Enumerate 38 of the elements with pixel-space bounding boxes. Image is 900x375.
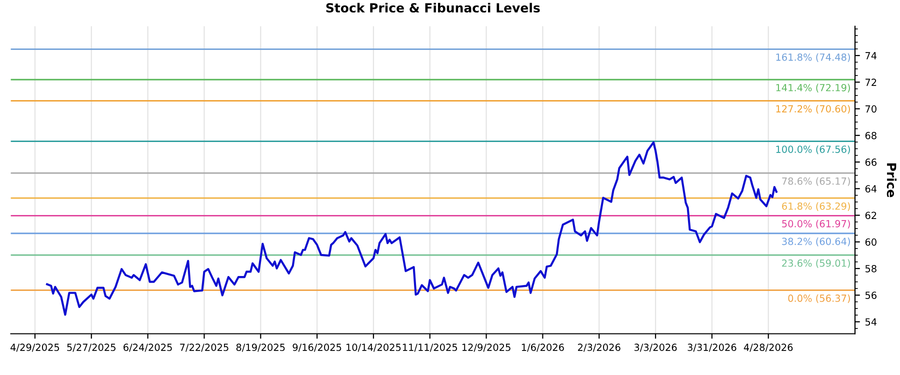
x-tick-label: 7/22/2025 — [180, 344, 228, 352]
ref-line-label: 38.2% (60.64) — [782, 238, 850, 246]
y-tick-label: 64 — [865, 185, 877, 192]
ref-line-label: 0.0% (56.37) — [788, 294, 850, 304]
x-tick-label: 10/14/2025 — [346, 344, 401, 352]
y-tick-label: 74 — [866, 52, 877, 60]
y-tick-label: 58 — [865, 265, 876, 272]
x-tick-label: 1/6/2026 — [522, 344, 564, 352]
y-axis-title: Price — [886, 163, 897, 198]
x-tick-label: 4/29/2025 — [10, 344, 60, 352]
x-tick-label: 12/9/2025 — [462, 344, 510, 352]
ref-line-label: 161.8% (74.48) — [776, 53, 850, 62]
line-series — [46, 141, 778, 316]
y-tick-label: 68 — [865, 132, 876, 140]
x-tick-label: 2/3/2026 — [578, 344, 620, 352]
x-tick-label: 9/16/2025 — [292, 344, 342, 352]
ref-line-label: 23.6% (59.01) — [782, 259, 850, 268]
ref-line-label: 50.0% (61.97) — [782, 220, 850, 229]
ref-line-label: 61.8% (63.29) — [782, 202, 850, 211]
y-tick-label: 72 — [866, 78, 876, 86]
x-tick-label: 4/28/2026 — [744, 344, 793, 352]
ref-line-label: 100.0% (67.56) — [776, 145, 850, 154]
x-tick-label: 11/11/2025 — [402, 344, 458, 352]
x-tick-label: 5/27/2025 — [67, 344, 116, 352]
y-tick-label: 60 — [865, 238, 876, 246]
x-tick-label: 3/31/2026 — [688, 344, 736, 352]
ref-line-label: 78.6% (65.17) — [782, 177, 850, 186]
y-tick-label: 66 — [865, 158, 876, 166]
y-tick-label: 62 — [865, 212, 876, 220]
y-tick-label: 54 — [865, 318, 877, 326]
chart-title: Stock Price & Fibunacci Levels — [326, 2, 540, 13]
x-tick-label: 3/3/2026 — [634, 344, 677, 352]
ref-line-label: 141.4% (72.19) — [776, 84, 850, 92]
x-tick-label: 6/24/2025 — [124, 344, 172, 352]
ref-line-label: 127.2% (70.60) — [776, 104, 850, 114]
y-tick-label: 56 — [865, 292, 876, 299]
y-tick-label: 70 — [866, 105, 876, 113]
x-tick-label: 8/19/2025 — [236, 344, 285, 352]
